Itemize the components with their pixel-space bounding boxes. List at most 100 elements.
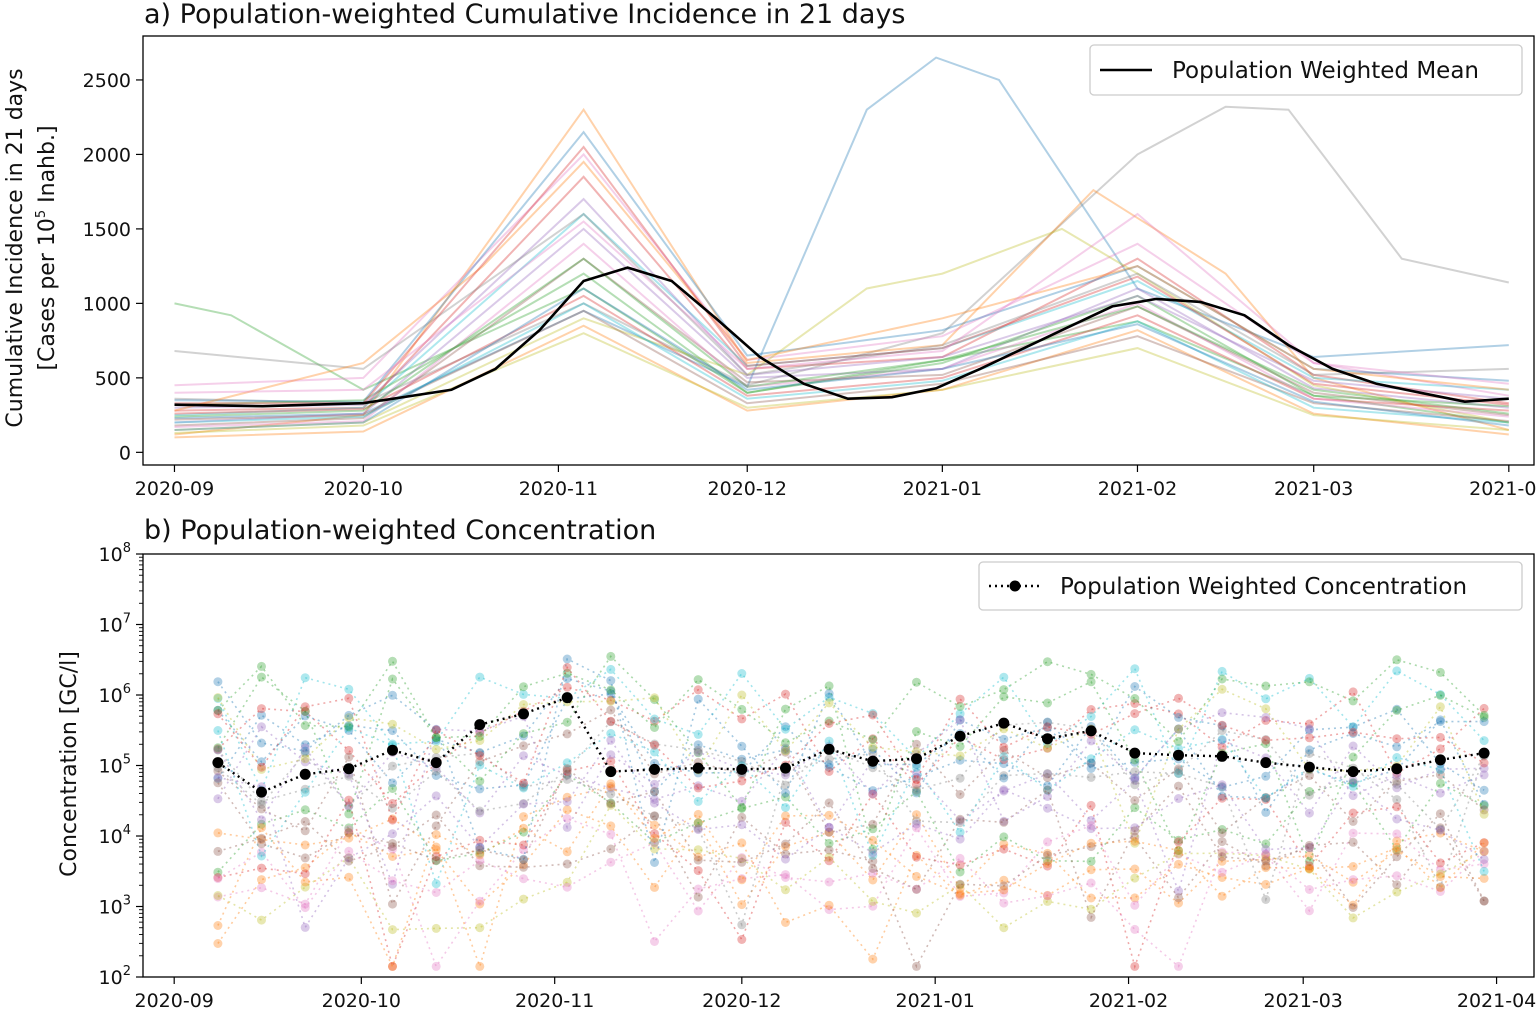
panel-b-x-ticks: 2020-09 2020-10 2020-11 2020-12 2021-01 2021-… bbox=[134, 977, 1536, 1011]
district-point bbox=[475, 784, 485, 794]
district-point bbox=[257, 800, 266, 809]
district-point bbox=[431, 744, 441, 754]
district-point bbox=[519, 854, 528, 864]
district-point bbox=[519, 689, 528, 699]
district-point bbox=[1479, 770, 1489, 780]
district-point bbox=[1086, 824, 1096, 834]
district-point bbox=[344, 828, 354, 838]
district-point bbox=[737, 690, 747, 700]
district-point bbox=[693, 740, 703, 750]
district-point bbox=[1217, 825, 1227, 834]
district-point bbox=[606, 686, 616, 696]
district-point bbox=[1130, 796, 1140, 805]
district-point bbox=[737, 812, 747, 822]
district-point bbox=[824, 681, 834, 691]
district-point bbox=[1130, 803, 1140, 813]
district-point bbox=[1174, 712, 1183, 722]
district-point bbox=[475, 748, 485, 757]
district-point bbox=[1261, 792, 1271, 802]
district-point bbox=[1174, 736, 1183, 746]
district-point bbox=[824, 822, 834, 832]
district-line-10 bbox=[174, 212, 1509, 417]
district-point bbox=[868, 789, 878, 799]
district-point bbox=[1348, 791, 1358, 801]
district-point bbox=[344, 721, 354, 730]
district-point bbox=[1479, 846, 1489, 856]
weighted-concentration-point bbox=[343, 763, 355, 775]
district-point bbox=[388, 656, 397, 666]
district-point bbox=[693, 694, 703, 704]
weighted-concentration-point bbox=[1347, 766, 1359, 778]
district-point bbox=[1348, 722, 1358, 732]
district-point bbox=[868, 844, 878, 854]
panel-b-mean-line-group bbox=[212, 692, 1490, 798]
district-point bbox=[1217, 720, 1227, 730]
district-point bbox=[824, 852, 834, 862]
x-tick-label: 2020-09 bbox=[134, 990, 213, 1011]
district-point bbox=[1348, 722, 1358, 732]
district-point bbox=[781, 722, 790, 732]
weighted-concentration-point bbox=[1260, 757, 1272, 769]
y-tick-label: 106 bbox=[99, 682, 131, 707]
district-point bbox=[388, 761, 397, 771]
district-point bbox=[300, 903, 310, 913]
district-point bbox=[344, 801, 354, 811]
district-point bbox=[475, 850, 485, 860]
district-point bbox=[912, 772, 921, 782]
district-point bbox=[257, 823, 266, 833]
district-point bbox=[475, 843, 485, 852]
district-point bbox=[1304, 843, 1314, 853]
district-point bbox=[1043, 785, 1052, 795]
district-point bbox=[1261, 735, 1271, 744]
district-point bbox=[344, 795, 354, 805]
district-point bbox=[1348, 877, 1358, 887]
district-point bbox=[1392, 704, 1402, 714]
district-point bbox=[519, 799, 528, 808]
district-point bbox=[912, 780, 921, 790]
district-point bbox=[344, 752, 354, 762]
district-point bbox=[213, 794, 223, 804]
district-point bbox=[1217, 721, 1227, 731]
district-point bbox=[475, 806, 485, 816]
weighted-concentration-point bbox=[430, 757, 442, 769]
district-point bbox=[868, 835, 878, 845]
x-tick-label: 2021-01 bbox=[903, 478, 982, 500]
weighted-concentration-point bbox=[1173, 749, 1184, 761]
district-point bbox=[1130, 838, 1140, 848]
district-point bbox=[519, 700, 528, 709]
district-point bbox=[737, 820, 747, 830]
district-point bbox=[1479, 866, 1489, 876]
district-point bbox=[781, 743, 790, 753]
district-point bbox=[912, 819, 921, 829]
district-point bbox=[999, 898, 1009, 908]
district-point bbox=[781, 704, 790, 714]
district-point bbox=[1348, 729, 1358, 738]
district-point bbox=[213, 939, 223, 948]
panel-a-y-axis-label-line1: Cumulative Incidence in 21 days bbox=[3, 68, 28, 427]
district-point bbox=[1348, 903, 1358, 912]
district-point bbox=[1435, 715, 1445, 725]
district-point bbox=[1435, 788, 1445, 798]
x-tick-label: 2020-09 bbox=[135, 478, 214, 500]
district-line-15 bbox=[217, 711, 1485, 887]
district-point bbox=[912, 816, 921, 826]
district-point bbox=[650, 811, 659, 821]
district-point bbox=[1086, 800, 1096, 810]
district-point bbox=[606, 705, 616, 715]
district-point bbox=[213, 892, 223, 902]
district-point bbox=[257, 851, 266, 861]
panel-a-y-axis-label-sup: 5 bbox=[34, 210, 49, 218]
x-tick-label: 2020-10 bbox=[324, 478, 403, 500]
district-point bbox=[693, 825, 703, 835]
district-point bbox=[824, 698, 834, 708]
district-point bbox=[781, 885, 790, 895]
district-point bbox=[388, 803, 397, 813]
district-point bbox=[1261, 851, 1271, 861]
y-tick-label: 2000 bbox=[83, 144, 131, 166]
district-point bbox=[1217, 848, 1227, 858]
mean-line bbox=[174, 266, 1509, 408]
district-point bbox=[213, 867, 223, 877]
district-line-7 bbox=[174, 257, 1509, 427]
district-point bbox=[562, 847, 572, 857]
district-point bbox=[300, 711, 310, 721]
